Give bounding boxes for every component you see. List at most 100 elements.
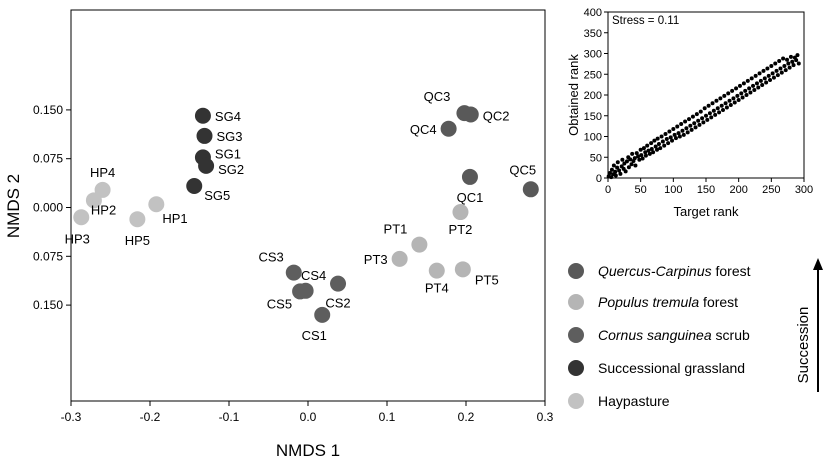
shepard-point: [701, 120, 706, 125]
nmds-plot: -0.3 -0.2 -0.1 0.0 0.1 0.2 0.3 0.150 0.075 0.000…: [4, 9, 554, 460]
nmds-x-tick-label: 0.2: [458, 410, 475, 424]
shepard-point: [754, 81, 759, 86]
shepard-point: [613, 173, 618, 178]
shepard-point: [671, 127, 676, 132]
shepard-point: [662, 143, 667, 148]
shepard-y-tick-label: 350: [584, 28, 602, 40]
point-label-hp5: HP5: [125, 233, 150, 248]
point-cs1: [314, 306, 331, 323]
point-label-hp2: HP2: [91, 202, 116, 217]
shepard-point: [760, 83, 765, 88]
shepard-point: [659, 134, 664, 139]
point-cs5: [292, 283, 309, 300]
shepard-plot: 0 50 100 150 200 250 300 0 50 100 150 200 250 300 350…: [566, 7, 813, 219]
shepard-x-ticks: 0 50 100 150 200 250 300: [605, 178, 813, 196]
shepard-point: [680, 128, 685, 133]
shepard-point: [664, 136, 669, 141]
legend-label: Quercus-Carpinus forest: [598, 263, 751, 279]
shepard-point: [713, 112, 718, 117]
nmds-x-tick-label: 0.0: [300, 410, 317, 424]
shepard-y-tick-label: 100: [584, 132, 602, 144]
shepard-point: [640, 156, 645, 161]
shepard-point: [719, 103, 724, 108]
shepard-point: [728, 102, 733, 107]
shepard-point: [768, 78, 773, 83]
nmds-y-tick-label: 0.000: [33, 201, 63, 215]
shepard-point: [710, 101, 715, 106]
shepard-point: [690, 114, 695, 119]
shepard-y-tick-label: 150: [584, 111, 602, 123]
shepard-point: [714, 98, 719, 103]
shepard-point: [736, 97, 741, 102]
shepard-point: [641, 146, 646, 151]
shepard-point: [718, 96, 723, 101]
shepard-point: [745, 78, 750, 83]
shepard-point: [700, 116, 705, 121]
shepard-point: [617, 168, 622, 173]
shepard-x-tick-label: 0: [605, 184, 611, 196]
shepard-point: [774, 68, 779, 73]
nmds-x-tick-label: 0.3: [537, 410, 554, 424]
point-pt4: [428, 262, 445, 279]
shepard-point: [692, 121, 697, 126]
shepard-point: [649, 141, 654, 146]
point-hp3: [73, 209, 90, 226]
point-pt3: [391, 250, 408, 267]
shepard-point: [757, 71, 762, 76]
point-label-sg5: SG5: [204, 188, 230, 203]
legend-item-quercus: Quercus-Carpinus forest: [568, 263, 751, 279]
shepard-point: [781, 56, 786, 61]
point-label-qc2: QC2: [483, 108, 510, 123]
shepard-point: [624, 159, 629, 164]
point-hp4: [94, 181, 111, 198]
shepard-point: [739, 91, 744, 96]
legend-item-grassland: Successional grassland: [568, 360, 745, 376]
shepard-point: [722, 93, 727, 98]
shepard-point: [684, 126, 689, 131]
shepard-point: [727, 98, 732, 103]
shepard-point: [613, 169, 618, 174]
point-label-hp4: HP4: [90, 165, 115, 180]
shepard-point: [628, 157, 633, 162]
shepard-point: [788, 54, 793, 59]
shepard-point: [795, 53, 800, 58]
point-label-pt2: PT2: [449, 222, 473, 237]
shepard-point: [773, 61, 778, 66]
shepard-point: [702, 106, 707, 111]
shepard-point: [683, 119, 688, 124]
point-label-hp3: HP3: [65, 231, 90, 246]
shepard-point: [709, 115, 714, 120]
shepard-point: [620, 157, 625, 162]
shepard-y-tick-label: 250: [584, 69, 602, 81]
shepard-point: [607, 171, 612, 176]
shepard-point: [764, 80, 769, 85]
shepard-point: [711, 108, 716, 113]
nmds-y-ticks: 0.150 0.075 0.000 0.075 0.150: [33, 103, 71, 312]
shepard-point: [632, 156, 637, 161]
point-label-cs5: CS5: [267, 296, 292, 311]
nmds-x-tick-label: -0.3: [61, 410, 82, 424]
shepard-y-tick-label: 50: [590, 152, 602, 164]
shepard-point: [633, 163, 638, 168]
shepard-point: [666, 141, 671, 146]
shepard-point: [747, 86, 752, 91]
point-label-qc3: QC3: [424, 89, 451, 104]
legend-label: Populus tremula forest: [598, 294, 738, 310]
legend: Quercus-Carpinus forest Populus tremula f…: [568, 263, 751, 409]
shepard-point: [717, 110, 722, 115]
shepard-point: [681, 132, 686, 137]
shepard-point: [786, 61, 791, 66]
shepard-point: [770, 71, 775, 76]
shepard-point: [726, 91, 731, 96]
shepard-point: [769, 63, 774, 68]
point-label-cs1: CS1: [302, 328, 327, 343]
shepard-point: [731, 96, 736, 101]
shepard-point: [646, 148, 651, 153]
nmds-y-tick-label: 0.075: [33, 152, 63, 166]
shepard-point: [794, 58, 799, 63]
shepard-point: [647, 151, 652, 156]
shepard-point: [737, 83, 742, 88]
shepard-point: [609, 175, 614, 180]
